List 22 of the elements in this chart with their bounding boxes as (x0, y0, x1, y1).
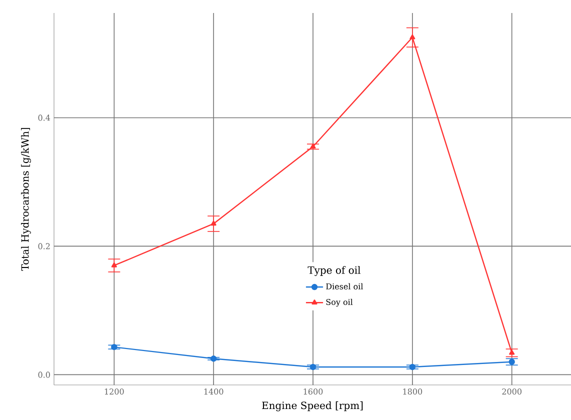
x-axis-title: Engine Speed [rpm] (262, 401, 363, 412)
point (310, 364, 316, 370)
point (409, 364, 416, 370)
point (111, 262, 117, 268)
x-tick-label: 1600 (304, 388, 323, 395)
legend-label: Diesel oil (326, 283, 363, 290)
y-tick-label: 0.4 (38, 114, 50, 121)
y-axis-title: Total Hydrocarbons [g/kWh] (21, 128, 31, 271)
point (210, 220, 216, 226)
point (111, 344, 118, 350)
point (310, 144, 316, 148)
y-tick-label: 0.0 (38, 372, 50, 378)
x-tick-label: 1200 (104, 388, 124, 395)
point (508, 358, 515, 365)
point (410, 34, 416, 40)
y-tick-label: 0.2 (38, 243, 50, 250)
x-tick-label: 1400 (204, 388, 224, 395)
point (210, 356, 217, 362)
x-tick-label: 2000 (502, 388, 522, 395)
legend-title: Type of oil (308, 266, 360, 276)
x-tick-label: 1800 (403, 388, 422, 395)
legend-label: Soy oil (326, 298, 353, 307)
